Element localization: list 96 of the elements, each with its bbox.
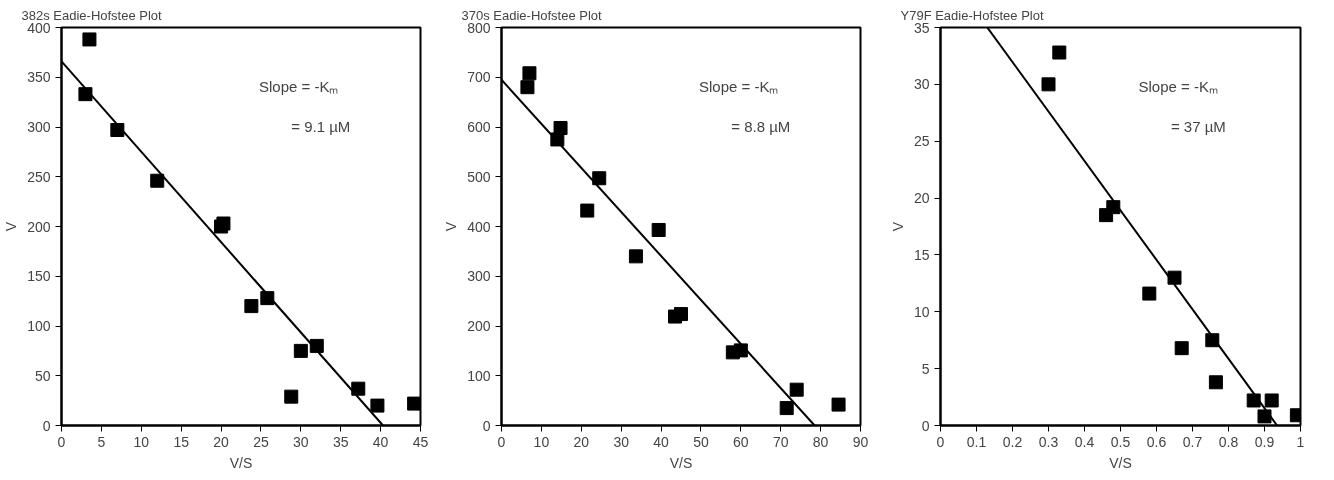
x-tick-label: 10 bbox=[133, 433, 150, 450]
y-tick-label: 250 bbox=[27, 168, 51, 185]
point bbox=[628, 249, 643, 264]
y-tick-label: 600 bbox=[467, 119, 491, 135]
x-tick-label: 0.2 bbox=[1002, 433, 1023, 450]
x-tick-label: 70 bbox=[772, 433, 789, 450]
y-tick-label: 500 bbox=[467, 168, 491, 185]
y-tick-label: 350 bbox=[27, 69, 51, 86]
y-tick-label: 700 bbox=[467, 69, 491, 86]
x-tick-label: 15 bbox=[173, 433, 190, 450]
annotation: Slope = -Kₘ bbox=[698, 78, 779, 96]
y-axis-title: V bbox=[889, 221, 906, 232]
annotation: Slope = -Kₘ bbox=[258, 78, 339, 96]
y-tick-label: 150 bbox=[27, 268, 51, 285]
point bbox=[407, 396, 421, 411]
y-axis-title: V bbox=[443, 221, 460, 232]
y-tick-label: 25 bbox=[913, 133, 930, 150]
point bbox=[284, 389, 299, 404]
x-axis-title: V/S bbox=[669, 454, 693, 471]
x-tick-label: 5 bbox=[97, 433, 106, 450]
x-tick-label: 35 bbox=[332, 433, 349, 450]
point bbox=[592, 171, 607, 186]
annotation: = 8.8 µM bbox=[731, 117, 791, 135]
point bbox=[150, 173, 165, 188]
point bbox=[520, 80, 535, 95]
x-tick-label: 40 bbox=[653, 433, 670, 450]
y-tick-label: 200 bbox=[467, 318, 491, 334]
x-tick-label: 40 bbox=[372, 433, 389, 450]
y-tick-label: 0 bbox=[921, 417, 930, 434]
y-tick-label: 100 bbox=[27, 318, 51, 334]
point bbox=[1246, 393, 1261, 408]
point bbox=[293, 343, 308, 358]
x-tick-label: 0.9 bbox=[1254, 433, 1275, 450]
x-tick-label: 0.3 bbox=[1038, 433, 1059, 450]
x-tick-label: 60 bbox=[733, 433, 749, 450]
point bbox=[244, 299, 259, 314]
point bbox=[553, 121, 568, 135]
x-tick-label: 0.5 bbox=[1110, 433, 1131, 450]
y-tick-label: 100 bbox=[467, 367, 491, 384]
x-tick-label: 0.6 bbox=[1146, 433, 1167, 450]
x-tick-label: 90 bbox=[852, 433, 869, 450]
y-tick-label: 20 bbox=[913, 190, 930, 207]
point bbox=[831, 397, 846, 412]
x-tick-label: 50 bbox=[693, 433, 709, 450]
point bbox=[674, 307, 688, 322]
point bbox=[1264, 393, 1279, 408]
x-tick-label: 30 bbox=[613, 433, 630, 450]
x-tick-label: 80 bbox=[812, 433, 829, 450]
point bbox=[580, 203, 595, 218]
point bbox=[370, 398, 385, 413]
point bbox=[789, 382, 804, 397]
y-tick-label: 50 bbox=[34, 367, 51, 384]
point bbox=[1208, 375, 1223, 390]
x-tick-label: 0.7 bbox=[1182, 433, 1203, 450]
point bbox=[522, 66, 537, 81]
point bbox=[1142, 286, 1157, 301]
y-tick-label: 30 bbox=[913, 76, 930, 93]
point bbox=[779, 401, 794, 416]
y-tick-label: 400 bbox=[467, 218, 491, 235]
point bbox=[651, 222, 666, 237]
x-tick-label: 25 bbox=[253, 433, 269, 450]
y-axis-title: V bbox=[3, 221, 20, 232]
x-tick-label: 0.1 bbox=[966, 433, 987, 450]
y-tick-label: 15 bbox=[913, 246, 930, 263]
y-tick-label: 300 bbox=[467, 268, 491, 285]
x-axis-title: V/S bbox=[229, 454, 253, 471]
x-tick-label: 0 bbox=[497, 433, 506, 450]
x-tick-label: 0.8 bbox=[1218, 433, 1239, 450]
y-tick-label: 0 bbox=[42, 417, 51, 434]
annotation: = 37 µM bbox=[1170, 117, 1226, 135]
x-axis-title: V/S bbox=[1109, 454, 1132, 471]
x-tick-label: 10 bbox=[533, 433, 550, 450]
y-tick-label: 10 bbox=[913, 303, 930, 320]
point bbox=[1257, 409, 1272, 424]
point bbox=[1174, 341, 1189, 356]
x-tick-label: 1 bbox=[1296, 433, 1305, 450]
y-tick-label: 0 bbox=[482, 417, 491, 434]
y-tick-label: 300 bbox=[27, 119, 51, 135]
point bbox=[1167, 270, 1182, 285]
point bbox=[1041, 77, 1056, 92]
y-tick-label: 200 bbox=[27, 218, 51, 235]
x-tick-label: 20 bbox=[573, 433, 590, 450]
x-tick-label: 45 bbox=[412, 433, 429, 450]
x-tick-label: 30 bbox=[293, 433, 309, 450]
x-tick-label: 20 bbox=[213, 433, 230, 450]
annotation: = 9.1 µM bbox=[291, 117, 351, 135]
annotation: Slope = -Kₘ bbox=[1138, 78, 1218, 96]
point bbox=[78, 87, 93, 102]
point bbox=[733, 343, 748, 358]
x-tick-label: 0 bbox=[936, 433, 945, 450]
point bbox=[1052, 45, 1067, 60]
y-tick-label: 5 bbox=[921, 360, 930, 377]
x-tick-label: 0.4 bbox=[1074, 433, 1095, 450]
point bbox=[351, 381, 366, 396]
point bbox=[82, 32, 97, 47]
x-tick-label: 0 bbox=[57, 433, 66, 450]
